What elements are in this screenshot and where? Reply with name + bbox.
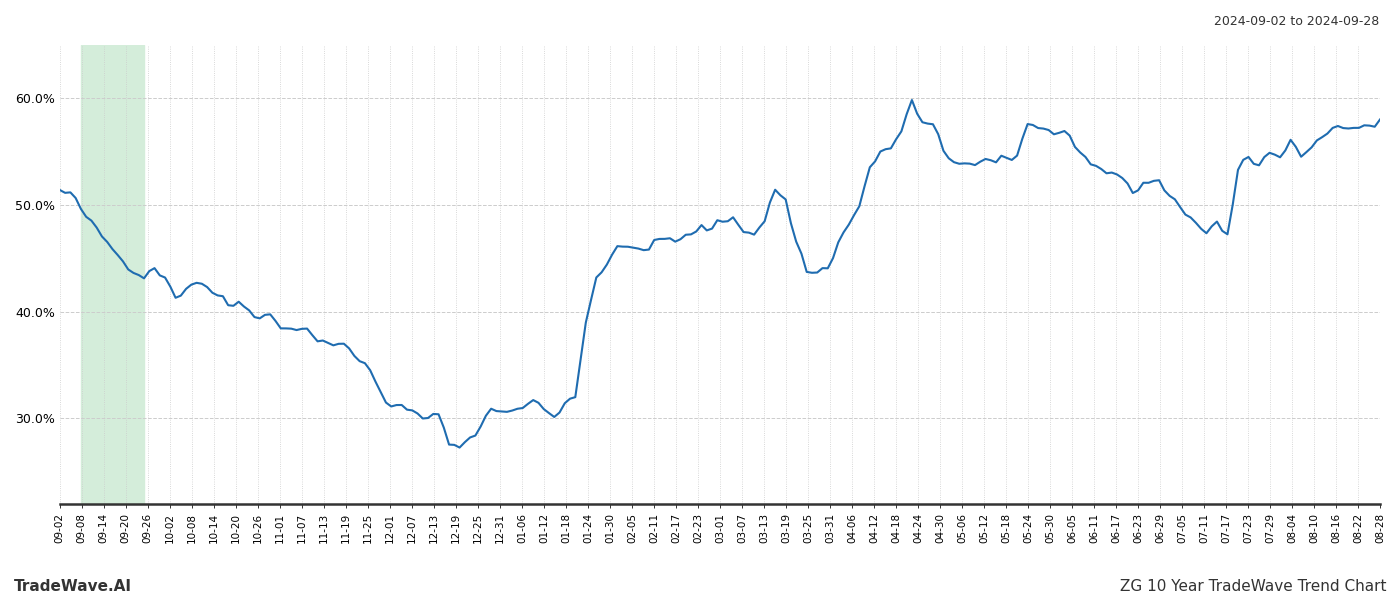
Bar bbox=[81, 45, 144, 504]
Text: 2024-09-02 to 2024-09-28: 2024-09-02 to 2024-09-28 bbox=[1214, 15, 1379, 28]
Text: ZG 10 Year TradeWave Trend Chart: ZG 10 Year TradeWave Trend Chart bbox=[1120, 579, 1386, 594]
Text: TradeWave.AI: TradeWave.AI bbox=[14, 579, 132, 594]
